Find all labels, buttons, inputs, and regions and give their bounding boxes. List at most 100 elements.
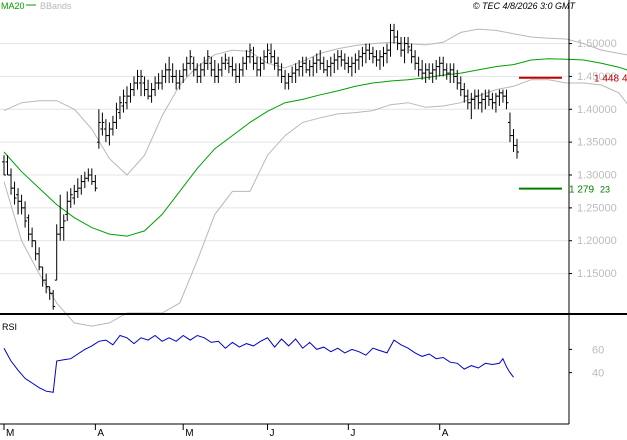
ohlc-bar [462,83,467,103]
ohlc-bar [307,60,312,77]
ohlc-bar [216,63,221,83]
ohlc-bar [174,69,179,90]
ohlc-bar [500,89,505,103]
ohlc-bar [128,83,133,103]
ohlc-bar [356,50,361,70]
ohlc-bar [135,69,140,90]
ohlc-bar [2,155,6,176]
ohlc-bar [247,43,252,64]
ohlc-bar [381,46,386,67]
y-tick-label: 1.15000 [577,268,617,280]
ohlc-bar [188,50,193,70]
ohlc-bar [413,50,418,70]
ohlc-bar [515,138,519,159]
ohlc-bar [325,60,330,77]
ohlc-bar [58,194,63,241]
x-tick-label: M [6,428,14,439]
ma20-line [3,58,627,237]
ohlc-bar [314,53,319,74]
ohlc-bar [149,83,154,103]
ohlc-bar [233,63,238,83]
ohlc-bar [12,181,17,205]
ohlc-bar [451,63,456,83]
ohlc-bar [96,109,101,149]
y-tick-label: 1.50000 [577,38,617,50]
ohlc-bar [490,92,495,110]
ohlc-bar [342,53,347,70]
ohlc-bar [51,290,56,310]
ohlc-bar [511,129,516,152]
ohlc-bar [472,89,477,110]
ohlc-bar [237,63,242,83]
source-timestamp-label: © TEC 4/8/2026 3:0 GMT [473,1,577,11]
x-tick-label: A [442,428,449,439]
ohlc-bar [377,50,382,70]
ohlc-bar [124,86,129,110]
bollinger-upper-band [3,28,627,176]
ohlc-bar [388,23,393,57]
ohlc-bar [202,56,207,77]
ohlc-bar [476,89,481,110]
ohlc-bar [191,56,196,77]
ohlc-bar [423,63,428,83]
ohlc-bar [283,69,288,90]
ohlc-bar [114,102,119,129]
x-tick-label: A [97,428,104,439]
ohlc-bar [223,53,228,70]
y-tick-label: 1.45000 [577,71,617,83]
ohlc-bar [163,63,168,83]
ohlc-bar [448,63,453,83]
rsi-line [3,334,514,393]
ohlc-bar [349,56,354,77]
ohlc-bar [75,178,80,198]
ohlc-bar [37,247,42,271]
ohlc-bar [230,56,235,77]
y-tick-label: 1.40000 [577,104,617,116]
ohlc-bar [82,171,87,189]
ohlc-bar [441,56,446,77]
ohlc-bar [321,56,326,74]
ohlc-bar [469,92,474,120]
ohlc-bar [409,43,414,64]
ohlc-bar [153,76,158,97]
ohlc-bar [79,175,84,195]
rsi-panel: M A M J J A 60 40 [0,334,604,439]
ohlc-bar [93,175,98,192]
ohlc-bar [103,119,108,143]
ohlc-bar [374,50,379,67]
ohlc-bar [240,56,245,77]
x-tick-label: J [350,428,355,439]
ohlc-bar [100,112,105,136]
ohlc-bar [272,50,277,70]
ohlc-bar [54,224,59,281]
ohlc-bar [290,66,295,83]
ohlc-bar [363,43,368,64]
rsi-panel-title: RSI [2,322,17,332]
ohlc-bar [160,69,165,90]
rsi-y-tick-label: 60 [592,344,604,356]
ohlc-bar [110,115,115,136]
ohlc-bar [72,184,77,205]
ohlc-bar [68,188,73,208]
rsi-y-tick-label: 40 [592,368,604,380]
resistance-marker-label: 1 448 [594,74,619,85]
ohlc-bar [23,201,28,228]
ohlc-bar [458,76,463,97]
ohlc-bar [205,50,210,70]
ohlc-bar [455,69,460,90]
ohlc-bar [406,37,411,54]
x-tick-label: M [185,428,193,439]
ohlc-bar [226,56,231,74]
ohlc-bar [293,63,298,83]
ohlc-bar [346,56,351,74]
resistance-marker-label-tail: 4 [622,74,627,85]
ohlc-bar [244,50,249,70]
ohlc-bar [399,37,404,57]
level-markers: 1 448 4 1 279 23 [519,74,627,196]
ohlc-bar [497,89,502,106]
ohlc-bar [416,56,421,77]
ohlc-bar [328,56,333,77]
ohlc-bar [384,43,389,64]
support-marker-label-tail: 23 [600,185,610,195]
